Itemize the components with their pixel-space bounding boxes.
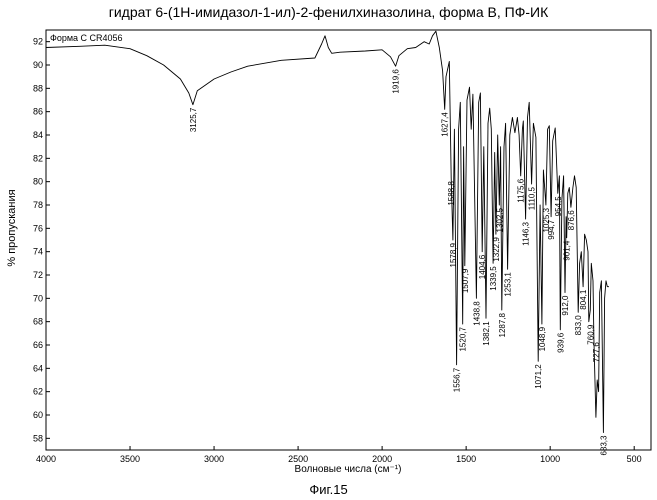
figure-caption: Фиг.15 [0,482,657,497]
y-tick-label: 72 [33,270,43,280]
peak-label: 1404,6 [478,254,487,279]
peak-label: 1520,7 [459,326,468,351]
peak-label: 939,6 [556,332,565,353]
x-tick-label: 2000 [372,454,392,464]
peak-label: 1919,6 [392,69,401,94]
y-tick-label: 80 [33,177,43,187]
peak-label: 912,0 [561,295,570,316]
y-tick-label: 60 [33,410,43,420]
y-tick-label: 66 [33,340,43,350]
peak-label: 1507,9 [461,268,470,293]
peak-label: 1438,8 [472,301,481,326]
peak-label: 994,7 [547,219,556,240]
peak-label: 683,3 [599,435,608,456]
peak-label: 1175,6 [517,178,526,202]
peak-label: 1071,2 [534,364,543,389]
y-tick-label: 70 [33,293,43,303]
y-tick-label: 90 [33,60,43,70]
x-tick-label: 4000 [36,454,56,464]
peak-label: 833,0 [574,315,583,336]
peak-label: 3125,7 [189,107,198,132]
y-tick-label: 58 [33,433,43,443]
peak-label: 1287,8 [498,312,507,337]
peak-label: 1556,7 [453,367,462,392]
peak-label: 954,5 [554,196,563,217]
x-axis-label: Волновые числа (см⁻¹) [295,464,402,475]
peak-label: 876,6 [567,210,576,231]
x-tick-label: 1000 [540,454,560,464]
peak-label: 1048,9 [538,326,547,351]
y-tick-label: 62 [33,387,43,397]
y-tick-label: 92 [33,37,43,47]
y-tick-label: 76 [33,223,43,233]
y-tick-label: 88 [33,83,43,93]
y-tick-label: 78 [33,200,43,210]
y-tick-label: 74 [33,247,43,257]
peak-label: 727,6 [592,342,601,363]
peak-label: 1146,3 [522,221,531,245]
y-tick-label: 82 [33,153,43,163]
peak-label: 1382,1 [482,321,491,346]
y-tick-label: 68 [33,317,43,327]
peak-label: 1322,9 [492,237,501,262]
peak-label: 901,4 [563,240,572,261]
x-axis-ticks: 4000 3500 3000 2500 2000 1500 1000 500 [36,446,642,464]
y-tick-label: 84 [33,130,43,140]
x-tick-label: 1500 [456,454,476,464]
y-tick-label: 64 [33,363,43,373]
x-tick-label: 3500 [120,454,140,464]
peak-label: 1588,8 [447,181,456,206]
peak-label: 1110,5 [528,186,537,210]
peak-label: 1339,5 [489,266,498,291]
plot-frame [46,30,651,450]
peak-label: 1578,9 [449,242,458,267]
peak-labels: 3125,7 1919,6 1627,4 1588,8 1578,9 1556,7 1520… [189,69,609,456]
x-tick-label: 500 [627,454,642,464]
y-axis-ticks: 58 60 62 64 66 68 70 72 74 76 78 80 82 84 86 88 90 92 [33,37,50,444]
ir-spectrum-chart: 58 60 62 64 66 68 70 72 74 76 78 80 82 84 86 88 90 92 400… [0,0,657,478]
peak-label: 804,1 [579,289,588,310]
y-tick-label: 86 [33,107,43,117]
peak-label: 1302,5 [495,207,504,232]
peak-label: 1253,1 [504,272,513,297]
legend-label: Форма C CR4056 [50,33,123,43]
x-tick-label: 3000 [204,454,224,464]
x-tick-label: 2500 [288,454,308,464]
peak-label: 760,9 [586,324,595,345]
peak-label: 1627,4 [441,112,450,137]
